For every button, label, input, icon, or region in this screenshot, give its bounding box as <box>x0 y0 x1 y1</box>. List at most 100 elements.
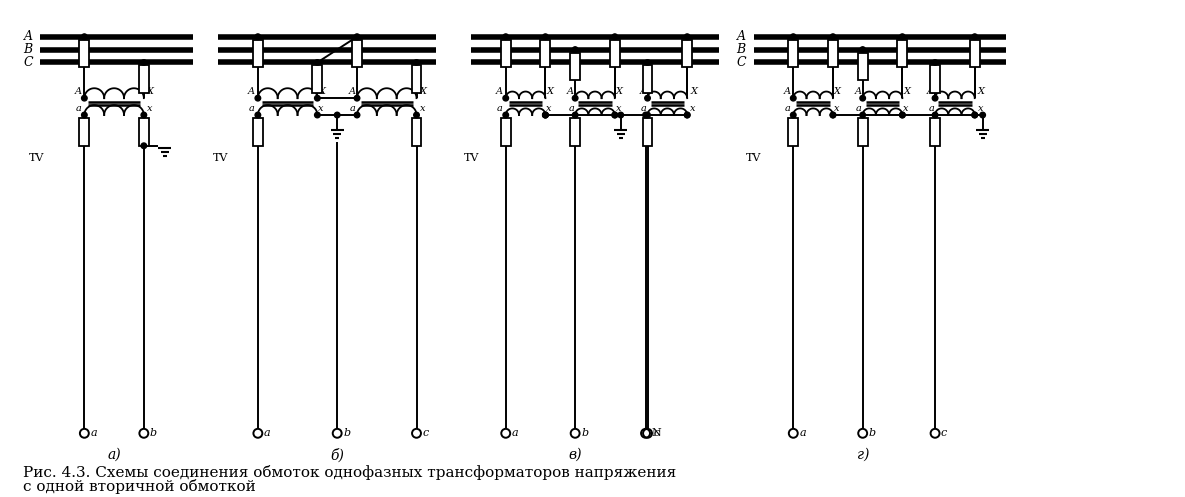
Circle shape <box>502 34 508 39</box>
Text: TV: TV <box>747 153 762 163</box>
Circle shape <box>572 47 578 52</box>
Circle shape <box>82 112 88 118</box>
Text: X: X <box>319 87 326 96</box>
Circle shape <box>543 112 549 118</box>
Circle shape <box>82 34 88 39</box>
Bar <box>79 118 89 146</box>
Text: A: A <box>854 87 861 96</box>
Text: г): г) <box>858 448 870 462</box>
Bar <box>610 40 620 68</box>
Text: a: a <box>76 104 82 113</box>
Bar <box>930 66 940 93</box>
Circle shape <box>354 34 360 39</box>
Circle shape <box>141 60 147 65</box>
Text: B: B <box>737 43 745 56</box>
Circle shape <box>972 112 978 118</box>
Text: X: X <box>147 87 154 96</box>
Circle shape <box>980 112 986 118</box>
Bar <box>501 118 511 146</box>
Circle shape <box>141 143 147 149</box>
Text: b: b <box>869 428 876 438</box>
Bar <box>139 66 149 93</box>
Text: C: C <box>24 56 33 69</box>
Text: A: A <box>737 30 745 43</box>
Circle shape <box>141 112 147 118</box>
Text: X: X <box>419 87 427 96</box>
Text: x: x <box>419 104 425 113</box>
Bar <box>570 118 581 146</box>
Text: x: x <box>147 104 153 113</box>
Text: a: a <box>350 104 356 113</box>
Text: X: X <box>834 87 841 96</box>
Circle shape <box>645 95 651 101</box>
Text: TV: TV <box>30 153 45 163</box>
Text: a: a <box>497 104 502 113</box>
Circle shape <box>255 95 261 101</box>
Text: N: N <box>652 428 661 438</box>
Bar <box>352 40 361 68</box>
Circle shape <box>933 112 937 118</box>
Circle shape <box>860 95 865 101</box>
Circle shape <box>502 95 508 101</box>
Text: X: X <box>616 87 623 96</box>
Text: TV: TV <box>213 153 229 163</box>
Circle shape <box>611 112 617 118</box>
Circle shape <box>645 60 651 65</box>
Text: c: c <box>653 428 660 438</box>
Text: а): а) <box>108 448 121 462</box>
Bar <box>858 53 867 81</box>
Text: с одной вторичной обмоткой: с одной вторичной обмоткой <box>23 479 256 494</box>
Text: X: X <box>978 87 985 96</box>
Circle shape <box>972 112 978 118</box>
Text: a: a <box>512 428 518 438</box>
Text: x: x <box>903 104 909 113</box>
Circle shape <box>543 112 549 118</box>
Bar <box>313 66 322 93</box>
Text: A: A <box>927 87 934 96</box>
Bar <box>411 118 422 146</box>
Text: a: a <box>249 104 255 113</box>
Bar <box>411 66 422 93</box>
Circle shape <box>314 95 320 101</box>
Text: a: a <box>90 428 97 438</box>
Circle shape <box>685 34 690 39</box>
Text: B: B <box>24 43 33 56</box>
Text: b: b <box>149 428 156 438</box>
Circle shape <box>543 112 549 118</box>
Text: A: A <box>350 87 356 96</box>
Text: A: A <box>783 87 790 96</box>
Text: c: c <box>423 428 429 438</box>
Text: X: X <box>546 87 553 96</box>
Text: A: A <box>568 87 575 96</box>
Circle shape <box>685 112 690 118</box>
Bar <box>788 40 799 68</box>
Circle shape <box>831 112 835 118</box>
Bar <box>642 66 653 93</box>
Text: X: X <box>690 87 697 96</box>
Circle shape <box>414 60 419 65</box>
Text: a: a <box>856 104 861 113</box>
Text: x: x <box>546 104 552 113</box>
Text: x: x <box>834 104 839 113</box>
Bar <box>139 118 149 146</box>
Circle shape <box>611 112 617 118</box>
Circle shape <box>933 95 937 101</box>
Circle shape <box>790 112 796 118</box>
Bar <box>79 40 89 68</box>
Circle shape <box>899 112 905 118</box>
Bar <box>828 40 838 68</box>
Bar <box>570 53 581 81</box>
Circle shape <box>831 112 835 118</box>
Circle shape <box>502 112 508 118</box>
Bar <box>858 118 867 146</box>
Circle shape <box>543 34 549 39</box>
Bar <box>642 118 653 146</box>
Text: a: a <box>799 428 806 438</box>
Text: A: A <box>248 87 255 96</box>
Circle shape <box>685 112 690 118</box>
Text: a: a <box>569 104 575 113</box>
Text: X: X <box>903 87 910 96</box>
Bar <box>540 40 550 68</box>
Circle shape <box>860 47 865 52</box>
Text: c: c <box>941 428 947 438</box>
